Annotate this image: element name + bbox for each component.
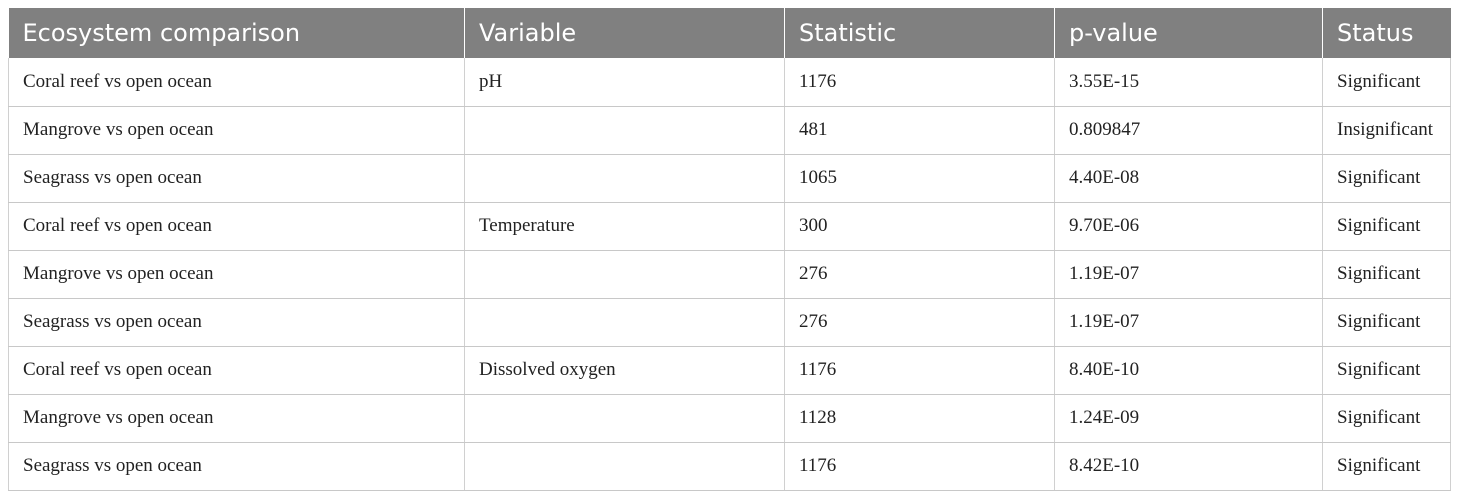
- cell-p-value: 8.40E-10: [1054, 346, 1323, 395]
- header-ecosystem-comparison: Ecosystem comparison: [8, 8, 465, 58]
- cell-status: Significant: [1322, 58, 1451, 107]
- cell-statistic: 1176: [784, 442, 1055, 491]
- table-row: Seagrass vs open ocean 276 1.19E-07 Sign…: [8, 298, 1451, 347]
- table-row: Coral reef vs open ocean Dissolved oxyge…: [8, 346, 1451, 395]
- cell-ecosystem-comparison: Coral reef vs open ocean: [8, 58, 465, 107]
- cell-variable: [464, 154, 785, 203]
- table-row: Mangrove vs open ocean 481 0.809847 Insi…: [8, 106, 1451, 155]
- cell-p-value: 1.24E-09: [1054, 394, 1323, 443]
- table-header-row: Ecosystem comparison Variable Statistic …: [8, 8, 1451, 58]
- cell-ecosystem-comparison: Mangrove vs open ocean: [8, 106, 465, 155]
- cell-statistic: 276: [784, 250, 1055, 299]
- cell-statistic: 1176: [784, 58, 1055, 107]
- cell-p-value: 3.55E-15: [1054, 58, 1323, 107]
- cell-statistic: 481: [784, 106, 1055, 155]
- cell-variable: [464, 250, 785, 299]
- table-row: Mangrove vs open ocean 1128 1.24E-09 Sig…: [8, 394, 1451, 443]
- cell-status: Significant: [1322, 202, 1451, 251]
- cell-status: Insignificant: [1322, 106, 1451, 155]
- cell-ecosystem-comparison: Mangrove vs open ocean: [8, 394, 465, 443]
- cell-status: Significant: [1322, 394, 1451, 443]
- results-table-container: Ecosystem comparison Variable Statistic …: [8, 8, 1451, 491]
- cell-variable: [464, 442, 785, 491]
- table-row: Coral reef vs open ocean Temperature 300…: [8, 202, 1451, 251]
- cell-variable: Dissolved oxygen: [464, 346, 785, 395]
- cell-ecosystem-comparison: Coral reef vs open ocean: [8, 346, 465, 395]
- cell-status: Significant: [1322, 346, 1451, 395]
- cell-variable: [464, 394, 785, 443]
- cell-ecosystem-comparison: Coral reef vs open ocean: [8, 202, 465, 251]
- cell-statistic: 1065: [784, 154, 1055, 203]
- cell-ecosystem-comparison: Seagrass vs open ocean: [8, 442, 465, 491]
- header-p-value: p-value: [1054, 8, 1323, 58]
- table-row: Seagrass vs open ocean 1065 4.40E-08 Sig…: [8, 154, 1451, 203]
- cell-p-value: 4.40E-08: [1054, 154, 1323, 203]
- header-statistic: Statistic: [784, 8, 1055, 58]
- cell-ecosystem-comparison: Seagrass vs open ocean: [8, 298, 465, 347]
- cell-statistic: 300: [784, 202, 1055, 251]
- results-table: Ecosystem comparison Variable Statistic …: [8, 8, 1451, 491]
- cell-p-value: 1.19E-07: [1054, 298, 1323, 347]
- cell-statistic: 1128: [784, 394, 1055, 443]
- table-row: Seagrass vs open ocean 1176 8.42E-10 Sig…: [8, 442, 1451, 491]
- cell-variable: Temperature: [464, 202, 785, 251]
- cell-p-value: 0.809847: [1054, 106, 1323, 155]
- cell-status: Significant: [1322, 442, 1451, 491]
- table-row: Mangrove vs open ocean 276 1.19E-07 Sign…: [8, 250, 1451, 299]
- cell-p-value: 9.70E-06: [1054, 202, 1323, 251]
- cell-status: Significant: [1322, 298, 1451, 347]
- cell-variable: [464, 298, 785, 347]
- cell-statistic: 276: [784, 298, 1055, 347]
- cell-ecosystem-comparison: Seagrass vs open ocean: [8, 154, 465, 203]
- cell-p-value: 1.19E-07: [1054, 250, 1323, 299]
- header-variable: Variable: [464, 8, 785, 58]
- header-status: Status: [1322, 8, 1451, 58]
- cell-status: Significant: [1322, 250, 1451, 299]
- cell-ecosystem-comparison: Mangrove vs open ocean: [8, 250, 465, 299]
- cell-status: Significant: [1322, 154, 1451, 203]
- cell-variable: pH: [464, 58, 785, 107]
- cell-statistic: 1176: [784, 346, 1055, 395]
- cell-variable: [464, 106, 785, 155]
- table-row: Coral reef vs open ocean pH 1176 3.55E-1…: [8, 58, 1451, 107]
- cell-p-value: 8.42E-10: [1054, 442, 1323, 491]
